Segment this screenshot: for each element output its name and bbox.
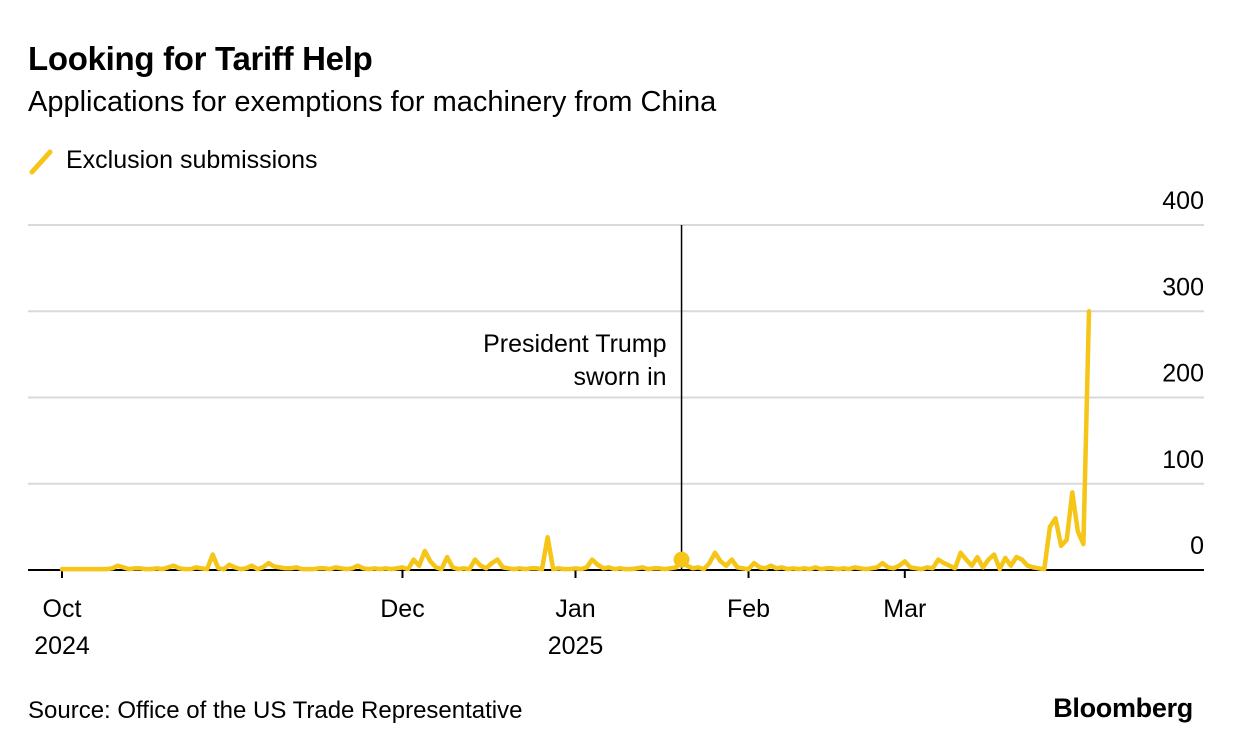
annotation-text-line1: President Trump — [483, 330, 666, 358]
annotation-text-line2: sworn in — [573, 363, 666, 391]
y-tick-label: 400 — [1162, 187, 1204, 215]
series-line-exclusion-submissions — [59, 309, 1092, 572]
chart-subtitle: Applications for exemptions for machiner… — [28, 86, 717, 118]
chart-title: Looking for Tariff Help — [28, 40, 373, 77]
x-tick-year-label: 2024 — [34, 632, 90, 660]
source-note: Source: Office of the US Trade Represent… — [28, 697, 523, 724]
y-tick-label: 100 — [1162, 446, 1204, 474]
legend-swatch-line — [29, 149, 53, 174]
annotation-marker-dot — [673, 551, 690, 568]
x-tick-label: Mar — [883, 595, 926, 623]
bloomberg-logo: Bloomberg — [1053, 693, 1193, 723]
legend-line-icon — [29, 149, 53, 174]
x-tick-label: Dec — [380, 595, 424, 623]
y-tick-label: 0 — [1190, 532, 1204, 560]
legend-label: Exclusion submissions — [66, 146, 318, 174]
y-tick-label: 200 — [1162, 360, 1204, 388]
x-tick-label: Feb — [727, 595, 770, 623]
x-tick-label: Oct — [43, 595, 82, 623]
y-tick-label: 300 — [1162, 273, 1204, 301]
x-tick-label: Jan — [555, 595, 595, 623]
legend: Exclusion submissions — [28, 146, 318, 175]
x-tick-year-label: 2025 — [548, 632, 604, 660]
